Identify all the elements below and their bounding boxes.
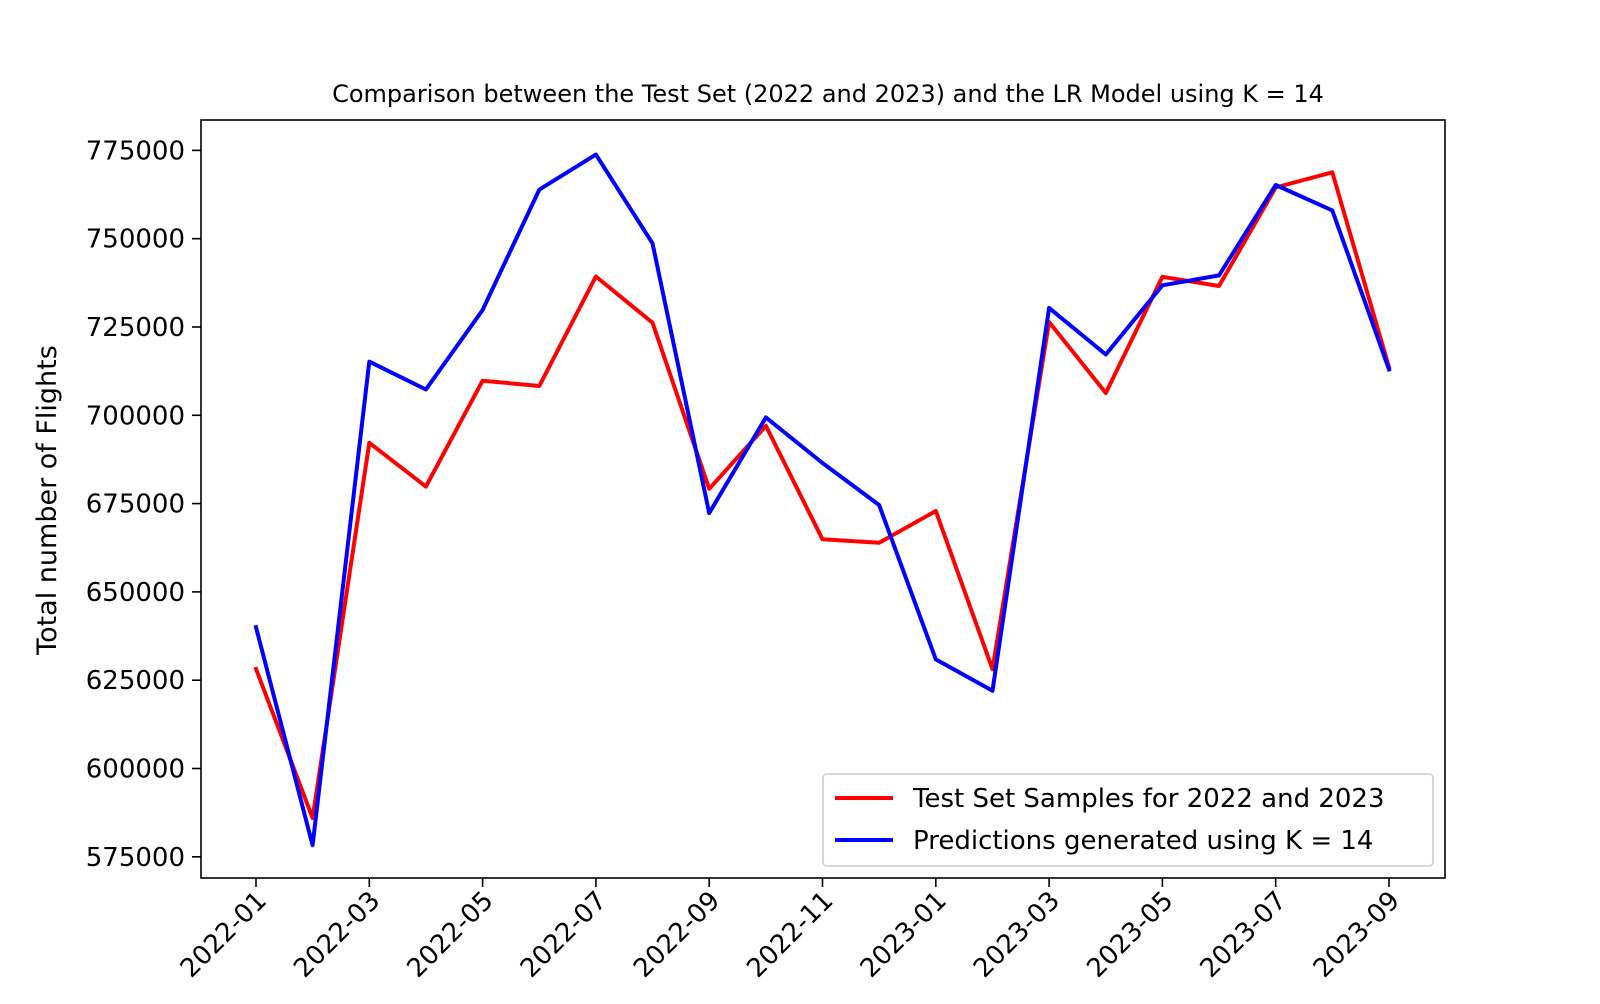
y-tick-label: 650000 bbox=[86, 578, 185, 608]
y-tick-label: 725000 bbox=[86, 313, 185, 343]
legend-box bbox=[822, 773, 1434, 867]
x-tick-label: 2023-01 bbox=[855, 886, 953, 984]
y-tick-label: 675000 bbox=[86, 490, 185, 520]
x-tick-label: 2023-05 bbox=[1081, 886, 1179, 984]
series-line-2 bbox=[253, 152, 1392, 848]
x-tick-label: 2023-03 bbox=[968, 886, 1066, 984]
x-tick-label: 2022-03 bbox=[288, 886, 386, 984]
y-axis-label: Total number of Flights bbox=[32, 345, 63, 656]
plot-area: 575000 600000 625000 650000 675000 700000 7250… bbox=[86, 119, 1446, 984]
x-tick-label: 2022-09 bbox=[628, 886, 726, 984]
y-tick-label: 625000 bbox=[86, 666, 185, 696]
y-tick-label: 750000 bbox=[86, 225, 185, 255]
plot-frame bbox=[200, 119, 1446, 879]
x-tick-label: 2022-05 bbox=[402, 886, 500, 984]
legend-label-2: Predictions generated using K = 14 bbox=[913, 826, 1373, 856]
y-tick-label: 775000 bbox=[86, 136, 185, 166]
legend: Test Set Samples for 2022 and 2023 Predic… bbox=[822, 773, 1434, 867]
legend-label-1: Test Set Samples for 2022 and 2023 bbox=[912, 784, 1385, 814]
chart-title: Comparison between the Test Set (2022 an… bbox=[332, 80, 1324, 108]
y-tick-label: 700000 bbox=[86, 401, 185, 431]
x-tick-label: 2023-07 bbox=[1195, 886, 1293, 984]
y-tick-label: 575000 bbox=[86, 843, 185, 873]
x-tick-label: 2023-09 bbox=[1308, 886, 1406, 984]
x-tick-label: 2022-07 bbox=[515, 886, 613, 984]
x-tick-label: 2022-01 bbox=[175, 886, 273, 984]
x-tick-label: 2022-11 bbox=[741, 886, 839, 984]
y-tick-label: 600000 bbox=[86, 755, 185, 785]
series-line-1 bbox=[253, 170, 1392, 820]
